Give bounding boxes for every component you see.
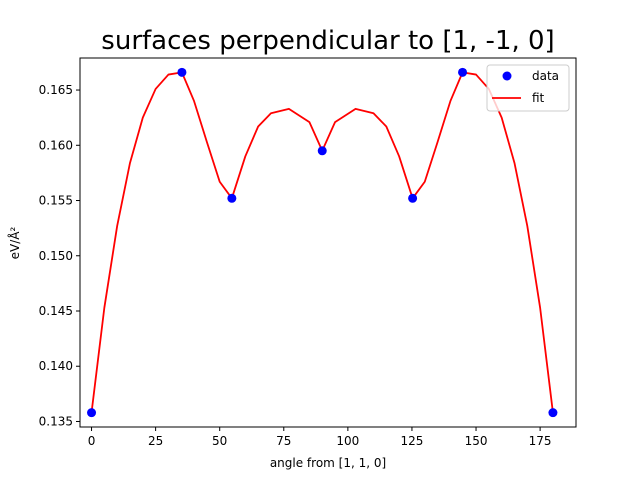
- x-tick-label: 75: [276, 434, 291, 448]
- x-axis: 0 25 50 75 100 125 150 175: [88, 427, 552, 448]
- data-point: [177, 67, 187, 77]
- data-point: [458, 67, 468, 77]
- y-tick-label: 0.145: [39, 304, 73, 318]
- x-tick-label: 0: [88, 434, 96, 448]
- x-tick-label: 125: [400, 434, 423, 448]
- legend-data-marker: [502, 71, 512, 81]
- data-point: [317, 146, 327, 156]
- legend-fit-label: fit: [532, 91, 545, 105]
- y-tick-label: 0.165: [39, 83, 73, 97]
- y-axis: 0.135 0.140 0.145 0.150 0.155 0.160 0.165: [39, 83, 80, 428]
- data-point: [408, 193, 418, 203]
- y-tick-label: 0.140: [39, 359, 73, 373]
- x-tick-label: 50: [212, 434, 227, 448]
- x-axis-label: angle from [1, 1, 0]: [270, 456, 386, 470]
- data-point: [227, 193, 237, 203]
- y-tick-label: 0.135: [39, 414, 73, 428]
- y-axis-label: eV/Å²: [7, 226, 22, 259]
- x-tick-label: 150: [465, 434, 488, 448]
- data-point: [87, 408, 97, 418]
- plot-area: [79, 57, 577, 428]
- data-point: [548, 408, 558, 418]
- points-layer: [87, 67, 558, 418]
- chart-title: surfaces perpendicular to [1, -1, 0]: [101, 26, 554, 56]
- legend: data fit: [486, 64, 570, 112]
- plot-frame: [80, 58, 576, 427]
- y-tick-label: 0.150: [39, 249, 73, 263]
- y-tick-label: 0.155: [39, 194, 73, 208]
- plot-border: [79, 57, 577, 428]
- x-tick-label: 100: [336, 434, 359, 448]
- x-tick-label: 175: [529, 434, 552, 448]
- x-tick-label: 25: [148, 434, 163, 448]
- legend-data-label: data: [532, 69, 559, 83]
- y-tick-label: 0.160: [39, 138, 73, 152]
